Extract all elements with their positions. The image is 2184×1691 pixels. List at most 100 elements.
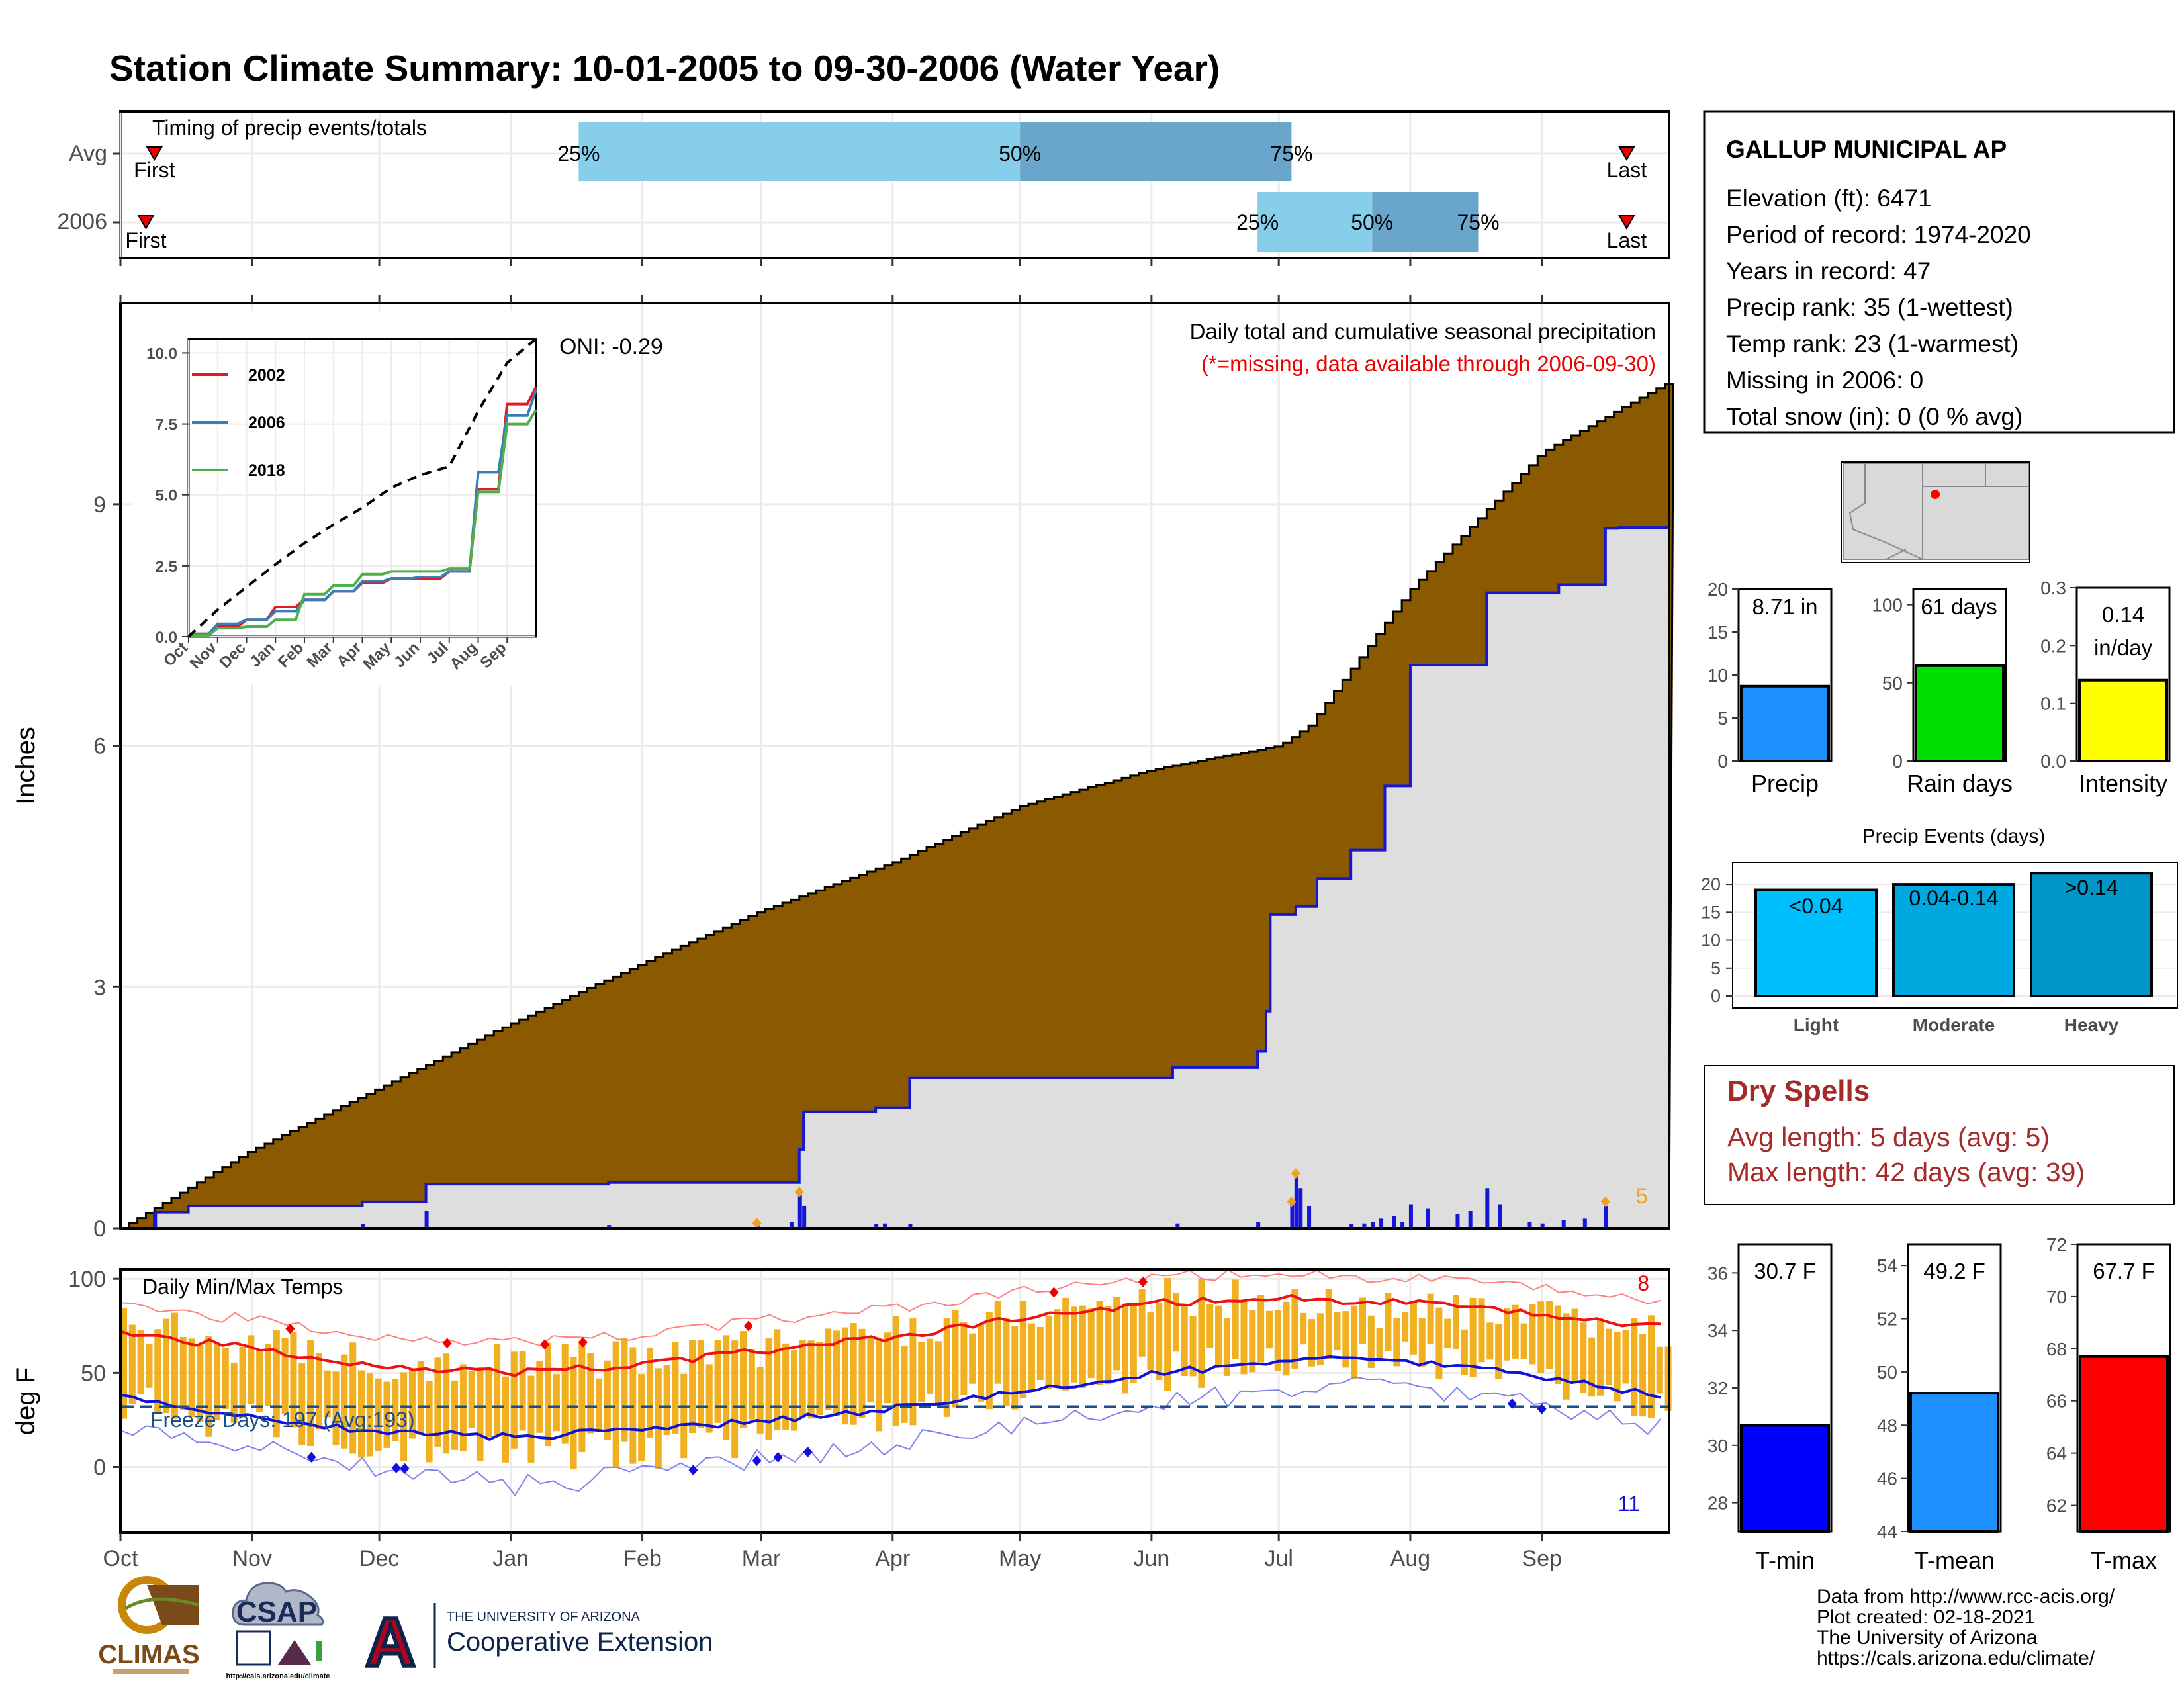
station-years: Years in record: 47 <box>1726 257 1931 285</box>
dry-spells-box: Dry Spells Avg length: 5 days (avg: 5) M… <box>1704 1065 2175 1205</box>
timing-bars <box>137 122 1635 252</box>
daily-temp-bar <box>1062 1297 1069 1391</box>
timing-avg-p25-label: 25% <box>557 142 600 165</box>
daily-temp-bar <box>315 1352 322 1430</box>
daily-temp-bar <box>1461 1329 1468 1375</box>
timing-2006-first-label: First <box>125 228 166 252</box>
precip-y-tick-label: 3 <box>93 975 106 1000</box>
daily-temp-bar <box>273 1330 280 1438</box>
daily-temp-bar <box>214 1342 221 1421</box>
daily-temp-bar <box>1537 1301 1545 1373</box>
intensity-summary-label: Intensity <box>2079 770 2167 797</box>
daily-precip-bar <box>1604 1205 1608 1228</box>
daily-temp-bar <box>1156 1302 1163 1381</box>
month-tick-label: Jun <box>1133 1546 1169 1571</box>
daily-temp-bar <box>477 1367 484 1461</box>
daily-temp-bar <box>807 1340 815 1419</box>
precip-missing-note: (*=missing, data available through 2006-… <box>1201 351 1656 376</box>
tmin-avg-line <box>120 1355 1661 1441</box>
cumulative-2006-area <box>120 526 1670 1230</box>
daily-temp-bar <box>646 1347 653 1438</box>
month-tick-label: Dec <box>359 1546 399 1571</box>
daily-temp-bar <box>536 1361 543 1433</box>
daily-temp-bar <box>1071 1306 1078 1383</box>
month-tick-label: Jan <box>492 1546 529 1571</box>
record-low-marker <box>803 1447 813 1458</box>
daily-temp-bar <box>434 1357 441 1447</box>
timing-avg-p50-label: 50% <box>999 142 1041 165</box>
timing-2006-p25-label: 25% <box>1236 210 1279 234</box>
daily-temp-bar <box>205 1336 212 1437</box>
daily-temp-bar <box>604 1360 611 1440</box>
daily-temp-bar <box>239 1346 246 1418</box>
daily-precip-bar <box>789 1222 794 1228</box>
csap-logo-text: CSAP <box>236 1596 317 1628</box>
record-high-marker <box>540 1339 550 1350</box>
daily-temp-bar <box>994 1301 1001 1384</box>
footer-line-url: https://cals.arizona.edu/climate/ <box>1817 1647 2095 1669</box>
daily-precip-bar <box>607 1225 612 1228</box>
record-high-marker <box>285 1323 295 1334</box>
summary-0-tick-label: 10 <box>1707 665 1728 686</box>
daily-temp-bar <box>1257 1295 1265 1363</box>
daily-precip-bar <box>1527 1222 1532 1228</box>
daily-temp-bar <box>1308 1319 1316 1367</box>
daily-temp-bar <box>1563 1313 1570 1400</box>
events-y-tick-label: 10 <box>1701 931 1721 950</box>
daily-precip-bar <box>1582 1218 1587 1228</box>
daily-temp-bar <box>663 1365 670 1436</box>
daily-temp-bar <box>858 1328 866 1418</box>
daily-temp-bar <box>341 1354 348 1449</box>
daily-temp-bar <box>934 1341 942 1406</box>
temp-summary-0-tick-label: 34 <box>1707 1320 1728 1341</box>
inset-legend: 2002 2006 2018 <box>192 366 285 480</box>
summary-0-tick-label: 15 <box>1707 622 1728 643</box>
climas-logo: CLIMAS <box>98 1576 200 1674</box>
daily-precip-bar <box>1175 1223 1180 1228</box>
daily-temp-bar <box>1138 1289 1146 1357</box>
record-low-marker <box>306 1451 316 1463</box>
events-y-tick-label: 5 <box>1711 958 1721 978</box>
temp-summary-0-tick-label: 28 <box>1707 1493 1728 1514</box>
station-info-box: GALLUP MUNICIPAL AP Elevation (ft): 6471… <box>1703 110 2175 434</box>
daily-temp-bar <box>969 1333 976 1384</box>
record-low-marker <box>688 1465 698 1476</box>
daily-precip-bar <box>1426 1208 1430 1228</box>
ua-logo: A THE UNIVERSITY OF ARIZONA Cooperative … <box>361 1602 713 1683</box>
tmean-value-label: 49.2 F <box>1923 1259 1985 1283</box>
timing-avg-last-label: Last <box>1607 158 1647 182</box>
station-elevation: Elevation (ft): 6471 <box>1726 185 1932 212</box>
daily-temp-bar <box>876 1338 883 1432</box>
daily-temp-bar <box>1036 1326 1044 1381</box>
station-name: GALLUP MUNICIPAL AP <box>1726 136 2007 163</box>
summary-2-tick-label: 0.1 <box>2040 694 2066 714</box>
daily-temp-bar <box>748 1349 755 1420</box>
daily-precip-bar <box>1408 1204 1413 1228</box>
daily-temp-bar <box>943 1318 950 1417</box>
daily-temp-bar <box>1189 1316 1197 1377</box>
daily-temp-bar <box>392 1379 399 1441</box>
daily-temp-bar <box>901 1346 908 1423</box>
daily-temp-bar <box>171 1312 178 1419</box>
record-high-marker <box>578 1336 588 1348</box>
temp-summary-2-tick-label: 66 <box>2046 1391 2067 1412</box>
month-tick-label: Apr <box>875 1546 910 1571</box>
daily-temp-bar <box>1045 1315 1052 1389</box>
daily-temp-bar <box>1334 1312 1341 1351</box>
daily-temp-bar <box>400 1372 408 1462</box>
summary-1-tick-label: 100 <box>1872 595 1903 616</box>
daily-temp-bar <box>833 1330 841 1416</box>
daily-temp-bar <box>1121 1303 1128 1394</box>
temp-y-tick-label: 0 <box>93 1455 106 1481</box>
daily-temp-bar <box>1291 1289 1298 1369</box>
daily-temp-bar <box>612 1341 619 1468</box>
temp-y-tick-label: 50 <box>81 1361 106 1386</box>
daily-precip-bar <box>1290 1204 1295 1228</box>
record-low-marker <box>752 1455 762 1467</box>
month-x-axis: Oct Nov Dec Jan Feb Mar Apr May Jun Jul Aug Sep <box>103 1533 1562 1571</box>
daily-temp-bar <box>867 1338 874 1402</box>
summary-0-tick-label: 0 <box>1717 751 1728 772</box>
dry-spells-max: Max length: 42 days (avg: 39) <box>1727 1157 2085 1187</box>
daily-temp-bar <box>1427 1293 1434 1344</box>
daily-precip-bar <box>1349 1224 1354 1228</box>
